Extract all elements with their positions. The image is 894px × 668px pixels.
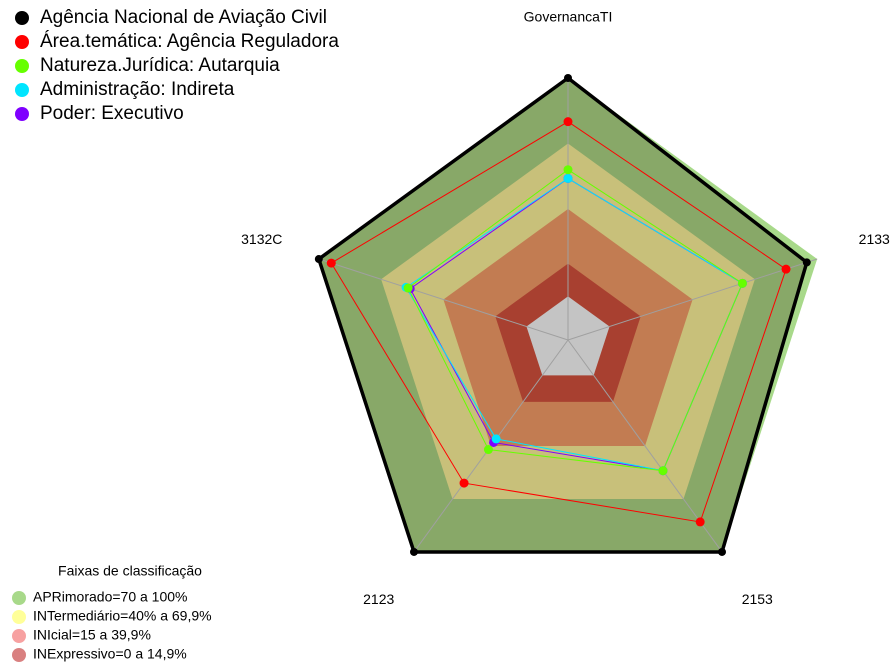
series-point bbox=[314, 255, 323, 264]
legend-label: Administração: Indireta bbox=[40, 79, 235, 100]
series-point bbox=[695, 517, 705, 527]
series-point bbox=[410, 547, 419, 556]
spoke bbox=[567, 339, 723, 553]
series-point bbox=[326, 258, 336, 268]
axis-label: 3132C bbox=[241, 231, 282, 247]
legend-label: Poder: Executivo bbox=[40, 103, 184, 124]
axis-label: 2123 bbox=[363, 591, 394, 607]
legend-marker bbox=[15, 107, 29, 121]
band-legend-marker bbox=[12, 610, 26, 624]
series-point bbox=[658, 466, 668, 476]
band-legend-label: INExpressivo=0 a 14,9% bbox=[33, 646, 187, 662]
spoke bbox=[567, 258, 818, 341]
legend-label: Agência Nacional de Aviação Civil bbox=[40, 7, 327, 28]
series-point bbox=[491, 434, 501, 444]
legend-label: Natureza.Jurídica: Autarquia bbox=[40, 55, 280, 76]
band-legend-label: APRimorado=70 a 100% bbox=[33, 589, 188, 605]
series-point bbox=[563, 165, 573, 175]
axis-label: GovernancaTI bbox=[524, 9, 613, 25]
series-line bbox=[330, 121, 787, 523]
legend-marker bbox=[15, 11, 29, 25]
legend-label: Área.temática: Agência Reguladora bbox=[40, 31, 339, 52]
series-point bbox=[403, 283, 413, 293]
series-point bbox=[483, 445, 493, 455]
series-point bbox=[737, 278, 747, 288]
series-point bbox=[563, 173, 573, 183]
series-point bbox=[717, 547, 726, 556]
band-legend-marker bbox=[12, 629, 26, 643]
legend-marker bbox=[15, 35, 29, 49]
series-point bbox=[459, 478, 469, 488]
legend-marker bbox=[15, 83, 29, 97]
band-legend-marker bbox=[12, 648, 26, 662]
band-legend-label: INIcial=15 a 39,9% bbox=[33, 627, 151, 643]
series-point bbox=[564, 74, 572, 82]
series-line bbox=[407, 169, 744, 472]
series-point bbox=[563, 117, 573, 127]
series-point bbox=[781, 264, 791, 274]
series-line bbox=[316, 75, 809, 554]
band-legend-label: INTermediário=40% a 69,9% bbox=[33, 608, 212, 624]
axis-label: 2133 bbox=[859, 231, 890, 247]
bands-title: Faixas de classificação bbox=[58, 563, 202, 579]
band-legend-marker bbox=[12, 591, 26, 605]
legend-marker bbox=[15, 59, 29, 73]
series-point bbox=[802, 258, 811, 267]
spoke bbox=[318, 258, 569, 341]
axis-label: 2153 bbox=[742, 591, 773, 607]
